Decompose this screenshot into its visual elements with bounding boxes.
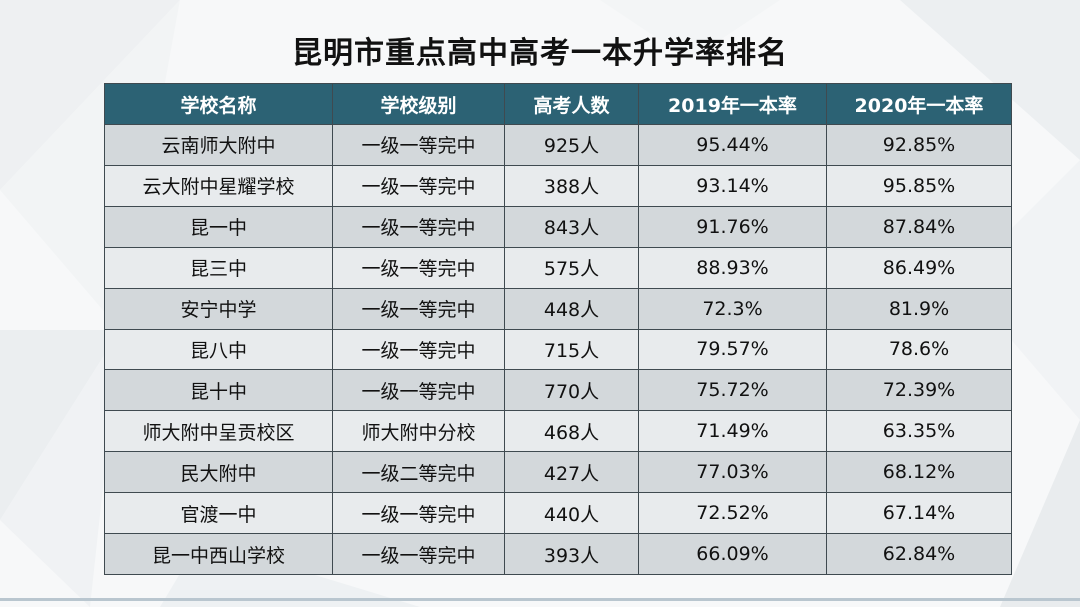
cell-school-name: 云大附中星耀学校	[104, 164, 333, 207]
cell-rate-2019: 72.3%	[638, 287, 827, 330]
table-row: 官渡一中 一级一等完中 440人 72.52% 67.14%	[104, 492, 1012, 535]
cell-school-name: 安宁中学	[104, 287, 333, 330]
cell-exam-count: 770人	[504, 369, 639, 412]
table-row: 昆三中 一级一等完中 575人 88.93% 86.49%	[104, 246, 1012, 289]
cell-school-level: 一级一等完中	[332, 492, 505, 535]
table-row: 安宁中学 一级一等完中 448人 72.3% 81.9%	[104, 287, 1012, 330]
cell-exam-count: 468人	[504, 410, 639, 453]
cell-exam-count: 925人	[504, 124, 639, 166]
table-row: 昆十中 一级一等完中 770人 75.72% 72.39%	[104, 369, 1012, 412]
header-school-level: 学校级别	[332, 83, 505, 125]
ranking-table: 学校名称 学校级别 高考人数 2019年一本率 2020年一本率 云南师大附中 …	[104, 83, 1012, 575]
cell-school-name: 官渡一中	[104, 492, 333, 535]
cell-school-name: 昆十中	[104, 369, 333, 412]
cell-school-level: 一级一等完中	[332, 287, 505, 330]
cell-rate-2020: 87.84%	[826, 205, 1012, 248]
table-row: 云大附中星耀学校 一级一等完中 388人 93.14% 95.85%	[104, 164, 1012, 207]
table-header-row: 学校名称 学校级别 高考人数 2019年一本率 2020年一本率	[104, 83, 1012, 125]
cell-rate-2019: 79.57%	[638, 328, 827, 371]
cell-school-level: 一级一等完中	[332, 369, 505, 412]
cell-rate-2020: 62.84%	[826, 533, 1012, 575]
cell-school-level: 一级一等完中	[332, 533, 505, 575]
header-exam-count: 高考人数	[504, 83, 639, 125]
cell-school-name: 民大附中	[104, 451, 333, 494]
header-rate-2020: 2020年一本率	[826, 83, 1012, 125]
page-title: 昆明市重点高中高考一本升学率排名	[292, 36, 788, 71]
cell-rate-2020: 92.85%	[826, 124, 1012, 166]
cell-rate-2019: 91.76%	[638, 205, 827, 248]
cell-exam-count: 448人	[504, 287, 639, 330]
cell-rate-2020: 68.12%	[826, 451, 1012, 494]
cell-exam-count: 715人	[504, 328, 639, 371]
table-row: 云南师大附中 一级一等完中 925人 95.44% 92.85%	[104, 124, 1012, 166]
cell-rate-2019: 88.93%	[638, 246, 827, 289]
cell-rate-2020: 86.49%	[826, 246, 1012, 289]
cell-rate-2019: 77.03%	[638, 451, 827, 494]
cell-school-level: 一级一等完中	[332, 246, 505, 289]
cell-school-name: 昆一中西山学校	[104, 533, 333, 575]
cell-school-name: 师大附中呈贡校区	[104, 410, 333, 453]
cell-school-level: 师大附中分校	[332, 410, 505, 453]
cell-school-name: 昆一中	[104, 205, 333, 248]
bottom-divider	[0, 598, 1080, 601]
table-row: 昆一中西山学校 一级一等完中 393人 66.09% 62.84%	[104, 533, 1012, 575]
cell-exam-count: 843人	[504, 205, 639, 248]
cell-rate-2019: 71.49%	[638, 410, 827, 453]
cell-exam-count: 440人	[504, 492, 639, 535]
header-school-name: 学校名称	[104, 83, 333, 125]
cell-school-name: 云南师大附中	[104, 124, 333, 166]
header-rate-2019: 2019年一本率	[638, 83, 827, 125]
cell-exam-count: 393人	[504, 533, 639, 575]
cell-rate-2019: 75.72%	[638, 369, 827, 412]
cell-rate-2019: 93.14%	[638, 164, 827, 207]
cell-rate-2020: 63.35%	[826, 410, 1012, 453]
cell-school-level: 一级一等完中	[332, 205, 505, 248]
cell-school-name: 昆三中	[104, 246, 333, 289]
cell-exam-count: 388人	[504, 164, 639, 207]
cell-rate-2020: 95.85%	[826, 164, 1012, 207]
cell-rate-2020: 81.9%	[826, 287, 1012, 330]
cell-rate-2020: 72.39%	[826, 369, 1012, 412]
cell-exam-count: 575人	[504, 246, 639, 289]
cell-school-name: 昆八中	[104, 328, 333, 371]
cell-school-level: 一级一等完中	[332, 164, 505, 207]
cell-exam-count: 427人	[504, 451, 639, 494]
table-row: 民大附中 一级二等完中 427人 77.03% 68.12%	[104, 451, 1012, 494]
table-row: 师大附中呈贡校区 师大附中分校 468人 71.49% 63.35%	[104, 410, 1012, 453]
cell-rate-2019: 72.52%	[638, 492, 827, 535]
cell-rate-2020: 67.14%	[826, 492, 1012, 535]
cell-school-level: 一级二等完中	[332, 451, 505, 494]
cell-rate-2020: 78.6%	[826, 328, 1012, 371]
cell-school-level: 一级一等完中	[332, 328, 505, 371]
table-row: 昆八中 一级一等完中 715人 79.57% 78.6%	[104, 328, 1012, 371]
cell-rate-2019: 95.44%	[638, 124, 827, 166]
cell-school-level: 一级一等完中	[332, 124, 505, 166]
cell-rate-2019: 66.09%	[638, 533, 827, 575]
table-row: 昆一中 一级一等完中 843人 91.76% 87.84%	[104, 205, 1012, 248]
